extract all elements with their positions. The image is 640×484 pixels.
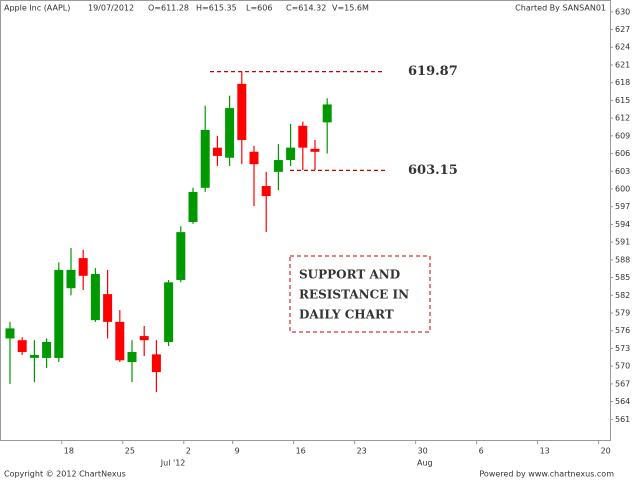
candle-body [200, 129, 210, 188]
y-tick-label: 600 [615, 184, 630, 193]
note-line: DAILY CHART [299, 308, 394, 322]
x-tick-label: 25 [125, 447, 135, 456]
y-tick-label: 609 [615, 131, 630, 140]
note-line: SUPPORT AND [299, 268, 400, 282]
candle-body [115, 321, 125, 361]
y-tick-label: 579 [615, 309, 630, 318]
candle-body [164, 282, 174, 342]
candle-body [176, 232, 186, 280]
y-tick-label: 573 [615, 344, 630, 353]
candle-body [249, 151, 259, 165]
x-tick-label: 9 [235, 447, 240, 456]
y-tick-label: 621 [615, 60, 630, 69]
y-tick-label: 606 [615, 149, 630, 158]
y-tick-label: 561 [615, 415, 630, 424]
y-tick-label: 576 [615, 326, 630, 335]
candle-body [90, 274, 100, 321]
header-item: O=611.28 [148, 4, 189, 13]
x-tick-label: 2 [186, 447, 191, 456]
month-label: Jul '12 [160, 459, 186, 468]
header-item: Apple Inc (AAPL) [4, 4, 70, 13]
candle-body [42, 341, 52, 358]
x-tick-label: 30 [418, 447, 428, 456]
candle-body [225, 108, 235, 158]
y-tick-label: 597 [615, 202, 630, 211]
level-label: 619.87 [408, 64, 458, 79]
candle-body [103, 294, 113, 322]
candle-body [273, 160, 283, 172]
candle-body [54, 269, 64, 358]
footer-right: Powered by www.chartnexus.com [479, 470, 614, 479]
candle-body [310, 148, 320, 152]
header-item: L=606 [246, 4, 272, 13]
candle-body [29, 354, 39, 358]
y-tick-label: 567 [615, 379, 630, 388]
x-tick-label: 20 [601, 447, 611, 456]
y-tick-label: 585 [615, 273, 630, 282]
y-tick-label: 570 [615, 362, 630, 371]
y-tick-label: 603 [615, 167, 630, 176]
y-tick-label: 615 [615, 96, 630, 105]
y-tick-label: 612 [615, 114, 630, 123]
candle-body [212, 147, 222, 156]
y-tick-label: 627 [615, 25, 630, 34]
note-box [289, 255, 431, 333]
candle-body [17, 340, 27, 352]
candle-body [78, 258, 88, 276]
x-tick-label: 23 [357, 447, 367, 456]
plot-area [0, 0, 611, 441]
x-tick-label: 16 [296, 447, 306, 456]
credit: Charted By SANSAN01 [515, 4, 606, 13]
candle-body [139, 336, 149, 341]
header-item: C=614.32 [286, 4, 326, 13]
x-tick-label: 18 [64, 447, 74, 456]
y-tick-label: 624 [615, 43, 630, 52]
y-tick-label: 582 [615, 291, 630, 300]
candle-body [237, 83, 247, 140]
y-tick-label: 591 [615, 238, 630, 247]
candle-body [5, 328, 15, 339]
footer-left: Copyright © 2012 ChartNexus [4, 470, 126, 479]
header-item: H=615.35 [196, 4, 237, 13]
candle-body [151, 354, 161, 373]
x-tick-label: 6 [479, 447, 484, 456]
candle-body [127, 352, 137, 363]
candle-body [298, 125, 308, 148]
header-item: V=15.6M [332, 4, 369, 13]
candle-body [188, 191, 198, 223]
y-tick-label: 618 [615, 78, 630, 87]
x-tick-label: 13 [540, 447, 550, 456]
note-line: RESISTANCE IN [299, 288, 409, 302]
month-label: Aug [417, 459, 433, 468]
candle-body [322, 104, 332, 123]
y-tick-label: 630 [615, 7, 630, 16]
y-tick-label: 588 [615, 255, 630, 264]
header-item: 19/07/2012 [88, 4, 134, 13]
candle-body [286, 147, 296, 161]
y-tick-label: 564 [615, 397, 630, 406]
candle-body [66, 269, 76, 289]
level-label: 603.15 [408, 163, 458, 178]
y-tick-label: 594 [615, 220, 630, 229]
candle-body [261, 186, 271, 197]
